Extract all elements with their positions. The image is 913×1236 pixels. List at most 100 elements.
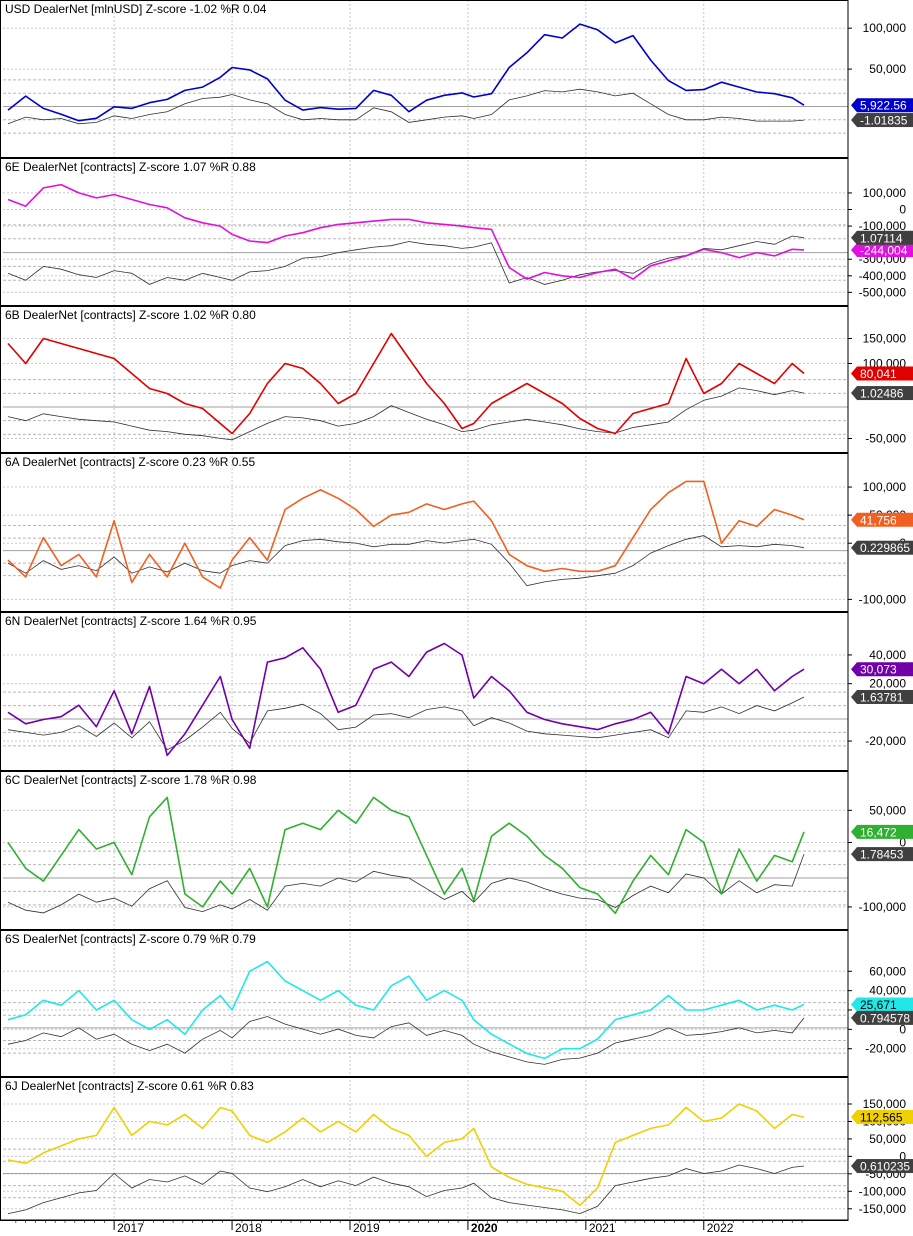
y-tick-label: 100,000 — [863, 21, 907, 35]
last-value-label: 5,922.56 — [860, 99, 907, 113]
dealer-net-series-line — [7, 183, 805, 280]
zscore-series-line — [7, 696, 805, 751]
panel-6: 60,00040,00020,0000-20,00025,6710.794578… — [0, 930, 913, 1077]
y-tick-label: 0 — [899, 836, 906, 850]
zscore-series-line — [7, 1164, 805, 1215]
panel-title: 6B DealerNet [contracts] Z-score 1.02 %R… — [5, 308, 256, 322]
zscore-value-label: 0.794578 — [860, 1011, 910, 1025]
y-tick-label: 0 — [899, 1149, 906, 1163]
panel-title: 6N DealerNet [contracts] Z-score 1.64 %R… — [5, 614, 257, 628]
y-tick-label: -20,000 — [865, 1042, 906, 1056]
zscore-series-line — [7, 235, 805, 285]
year-label-2019: 2019 — [353, 1221, 380, 1235]
last-value-badge — [851, 662, 913, 677]
panel-5: 50,000 0 -100,000 16,472 1.78453 6C DealerNet… — [0, 771, 913, 930]
y-tick-label: -100,000 — [859, 900, 907, 914]
y-tick-label: -50,000 — [865, 432, 906, 446]
zscore-series-line — [7, 853, 805, 914]
last-value-label: -244,004 — [860, 243, 908, 257]
zscore-value-label: 1.02486 — [860, 387, 904, 401]
y-tick-label: 0 — [899, 1022, 906, 1036]
y-tick-label: 50,000 — [869, 62, 906, 76]
last-value-badge — [851, 366, 913, 381]
y-tick-label: -100,000 — [859, 1184, 907, 1198]
last-value-label: 41,756 — [860, 513, 897, 527]
dealer-net-series-line — [7, 960, 805, 1060]
panel-4: 40,000 20,000 -20,000 30,073 1.63781 6N Deale… — [0, 612, 913, 771]
dealer-net-series-line — [7, 23, 805, 122]
zscore-value-badge — [857, 1159, 913, 1174]
y-tick-label: 100,000 — [863, 480, 907, 494]
zscore-value-badge — [857, 1010, 913, 1025]
zscore-badge-pointer — [851, 689, 857, 704]
zscore-value-label: 0.229865 — [860, 541, 910, 555]
y-tick-label: -500,000 — [859, 285, 907, 299]
y-tick-label: -100,000 — [859, 219, 907, 233]
y-tick-label: 0 — [899, 202, 906, 216]
panel-title: 6E DealerNet [contracts] Z-score 1.07 %R… — [5, 160, 256, 174]
panel-7: 150,000100,00050,0000-50,000-100,000-150… — [0, 1077, 913, 1221]
y-tick-label: -150,000 — [859, 1202, 907, 1216]
y-tick-label: 100,000 — [863, 186, 907, 200]
y-tick-label: -20,000 — [865, 734, 906, 748]
y-tick-label: 50,000 — [869, 1132, 906, 1146]
zscore-value-badge — [857, 113, 913, 128]
y-tick-label: 40,000 — [869, 648, 906, 662]
y-tick-label: -100,000 — [859, 592, 907, 606]
last-value-badge — [851, 242, 913, 257]
last-value-label: 25,671 — [860, 998, 897, 1012]
panel-title: 6A DealerNet [contracts] Z-score 0.23 %R… — [5, 455, 255, 469]
zscore-badge-pointer — [851, 1010, 857, 1025]
y-tick-label: 150,000 — [863, 332, 907, 346]
dealer-net-series-line — [7, 796, 805, 915]
panel-title: USD DealerNet [mlnUSD] Z-score -1.02 %R … — [5, 2, 267, 16]
dealer-net-series-line — [7, 1103, 805, 1207]
zscore-value-label: 1.07114 — [860, 231, 903, 245]
year-label-2017: 2017 — [117, 1221, 144, 1235]
y-tick-label: 50,000 — [869, 803, 906, 817]
y-tick-label: -400,000 — [859, 269, 907, 283]
zscore-badge-pointer — [851, 113, 857, 128]
panel-title: 6S DealerNet [contracts] Z-score 0.79 %R… — [5, 932, 256, 946]
zscore-series-line — [7, 88, 805, 125]
panel-1: 100,0000-100,000-300,000-400,000-500,000… — [0, 158, 913, 306]
zscore-value-label: 1.78453 — [860, 848, 904, 862]
last-value-label: 30,073 — [860, 663, 897, 677]
year-label-2021: 2021 — [589, 1221, 616, 1235]
zscore-value-label: 0.610235 — [860, 1160, 910, 1174]
last-value-badge — [851, 512, 913, 527]
dealer-net-series-line — [7, 480, 805, 589]
panel-title: 6C DealerNet [contracts] Z-score 1.78 %R… — [5, 773, 257, 787]
last-value-badge — [851, 997, 913, 1012]
y-tick-label: 150,000 — [863, 1097, 907, 1111]
zscore-value-badge — [857, 386, 913, 401]
last-value-label: 16,472 — [860, 825, 897, 839]
last-value-badge — [851, 98, 913, 113]
zscore-value-badge — [857, 230, 913, 245]
zscore-series-line — [7, 535, 805, 587]
zscore-badge-pointer — [851, 847, 857, 862]
zscore-value-badge — [857, 540, 913, 555]
zscore-badge-pointer — [851, 386, 857, 401]
dealer-net-series-line — [7, 642, 805, 757]
last-value-label: 80,041 — [860, 367, 897, 381]
zscore-badge-pointer — [851, 540, 857, 555]
panel-0: 100,000 50,000 5,922.56-1.01835 USD DealerN… — [0, 0, 913, 158]
zscore-badge-pointer — [851, 1159, 857, 1174]
year-label-2020: 2020 — [471, 1221, 498, 1235]
zscore-badge-pointer — [851, 230, 857, 245]
panel-title: 6J DealerNet [contracts] Z-score 0.61 %R… — [5, 1079, 254, 1093]
y-tick-label: 60,000 — [869, 964, 906, 978]
y-tick-label: 20,000 — [869, 677, 906, 691]
year-label-2018: 2018 — [235, 1221, 262, 1235]
zscore-value-label: 1.63781 — [860, 690, 904, 704]
y-tick-label: 40,000 — [869, 984, 906, 998]
zscore-value-label: -1.01835 — [860, 114, 908, 128]
last-value-label: 112,565 — [860, 1111, 903, 1125]
zscore-series-line — [7, 1016, 805, 1065]
last-value-badge — [851, 824, 913, 839]
